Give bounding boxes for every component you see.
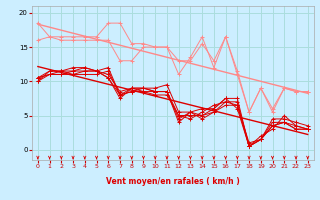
X-axis label: Vent moyen/en rafales ( km/h ): Vent moyen/en rafales ( km/h ) xyxy=(106,178,240,186)
